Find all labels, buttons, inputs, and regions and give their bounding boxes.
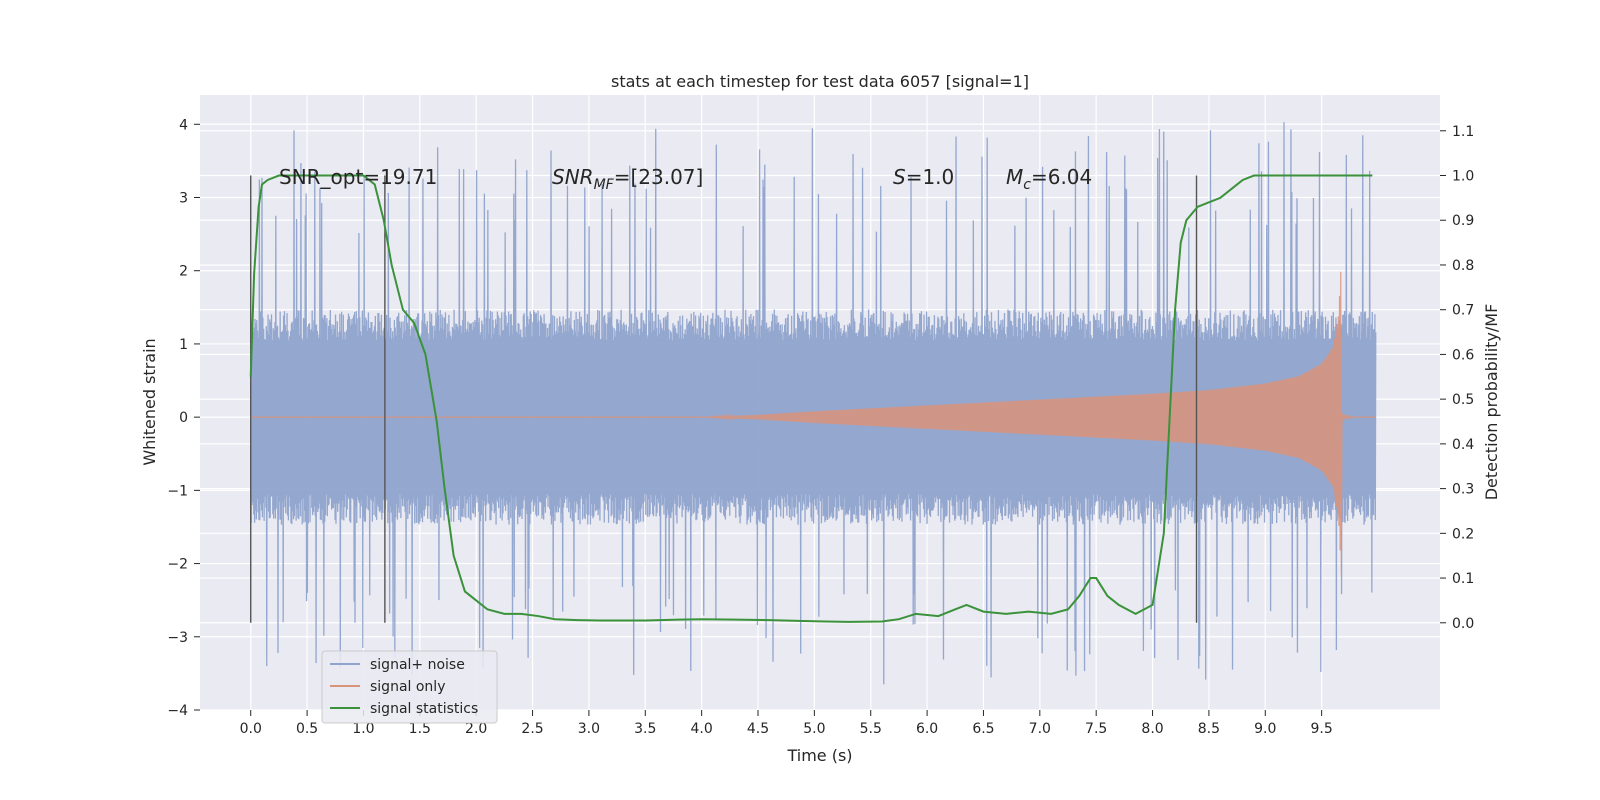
x-tick-label-4: 2.0 [465, 721, 487, 737]
x-tick-label-18: 9.0 [1254, 721, 1276, 737]
y-tick-label-left-8: −4 [167, 703, 188, 719]
y-tick-label-right-4: 0.7 [1452, 303, 1474, 319]
x-axis-title: Time (s) [786, 746, 852, 765]
y-tick-label-right-5: 0.6 [1452, 347, 1474, 363]
x-tick-label-13: 6.5 [972, 721, 994, 737]
y-tick-label-left-6: −2 [167, 557, 188, 573]
snr-mf-value: =[23.07] [614, 165, 704, 189]
mc-symbol: M [1006, 165, 1023, 189]
x-tick-label-8: 4.0 [691, 721, 713, 737]
x-tick-label-2: 1.0 [352, 721, 374, 737]
marker-layer [250, 175, 1198, 623]
series-signal-statistics [249, 174, 1373, 623]
y-tick-label-right-3: 0.8 [1452, 258, 1474, 274]
x-tick-label-1: 0.5 [296, 721, 318, 737]
y-tick-label-right-8: 0.3 [1452, 482, 1474, 498]
s-symbol: S [893, 165, 906, 189]
legend-label-signal-only: signal only [370, 679, 445, 695]
s-value: =1.0 [906, 165, 955, 189]
snr-mf-symbol: SNR [552, 165, 594, 189]
y-tick-label-right-2: 0.9 [1452, 213, 1474, 229]
y-tick-label-left-1: 3 [179, 191, 188, 207]
legend: signal+ noise signal only signal statist… [321, 650, 498, 724]
x-tick-label-9: 4.5 [747, 721, 769, 737]
y-ticks-left: 4 3 2 1 0 −1 −2 −3 −4 [167, 117, 200, 719]
annotation-snr-opt: SNR_opt=19.71 [279, 165, 437, 189]
y-ticks-right: 1.1 1.0 0.9 0.8 0.7 0.6 0.5 0.4 0.3 0.2 0.1 0.0 [1440, 124, 1474, 632]
legend-box [321, 650, 498, 724]
y-tick-label-left-2: 2 [179, 264, 188, 280]
y-tick-label-left-7: −3 [167, 630, 188, 646]
x-tick-label-5: 2.5 [521, 721, 543, 737]
annotation-mc: Mc=6.04 [1006, 165, 1092, 193]
stat-layer [249, 174, 1373, 623]
x-tick-label-10: 5.0 [803, 721, 825, 737]
snr-mf-subscript: MF [594, 177, 615, 193]
y-axis-title-left: Whitened strain [140, 338, 159, 465]
x-tick-label-16: 8.0 [1141, 721, 1163, 737]
x-tick-label-17: 8.5 [1198, 721, 1220, 737]
noise-layer [250, 122, 1377, 685]
y-tick-label-left-5: −1 [167, 483, 188, 499]
x-tick-label-14: 7.0 [1029, 721, 1051, 737]
y-tick-label-right-0: 1.1 [1452, 124, 1474, 140]
y-tick-label-left-4: 0 [179, 410, 188, 426]
x-ticks: 0.0 0.5 1.0 1.5 2.0 2.5 3.0 3.5 4.0 4.5 5.0 5.5 6.0 6… [240, 710, 1333, 737]
x-tick-label-11: 5.5 [860, 721, 882, 737]
y-tick-label-right-1: 1.0 [1452, 169, 1474, 185]
mc-subscript: c [1023, 177, 1031, 193]
y-tick-label-left-0: 4 [179, 117, 188, 133]
y-tick-label-right-9: 0.2 [1452, 526, 1474, 542]
y-tick-label-left-3: 1 [179, 337, 188, 353]
x-tick-label-0: 0.0 [240, 721, 262, 737]
y-axis-title-right: Detection probability/MF [1482, 304, 1501, 501]
x-tick-label-7: 3.5 [634, 721, 656, 737]
x-tick-label-15: 7.5 [1085, 721, 1107, 737]
y-tick-label-right-10: 0.1 [1452, 571, 1474, 587]
mc-value: =6.04 [1031, 165, 1092, 189]
x-tick-label-6: 3.0 [578, 721, 600, 737]
series-signal-only [250, 271, 1376, 575]
chart-title: stats at each timestep for test data 605… [611, 72, 1029, 91]
annotation-s: S=1.0 [893, 165, 954, 189]
y-tick-label-right-7: 0.4 [1452, 437, 1474, 453]
x-tick-label-12: 6.0 [916, 721, 938, 737]
y-tick-label-right-6: 0.5 [1452, 392, 1474, 408]
x-tick-label-19: 9.5 [1311, 721, 1333, 737]
chirp-layer [250, 271, 1376, 575]
y-tick-label-right-11: 0.0 [1452, 616, 1474, 632]
legend-label-signal-statistics: signal statistics [370, 701, 478, 717]
annotation-snr-mf: SNRMF=[23.07] [552, 165, 703, 193]
legend-label-signal-noise: signal+ noise [370, 657, 465, 673]
x-tick-label-3: 1.5 [409, 721, 431, 737]
series-signal-noise [250, 122, 1377, 685]
